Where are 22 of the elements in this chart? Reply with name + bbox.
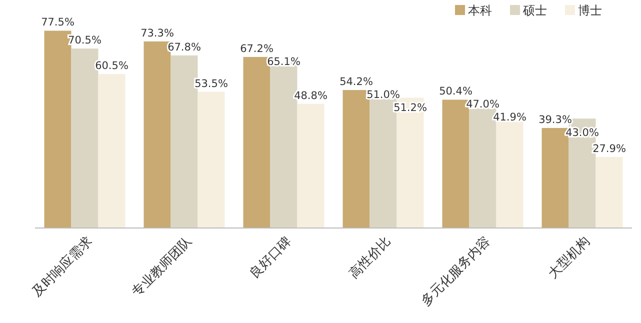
x-tick-label: 高性价比 — [346, 234, 394, 282]
data-label: 50.4% — [439, 86, 472, 98]
data-label: 53.5% — [194, 78, 228, 90]
data-label: 73.3% — [140, 27, 174, 40]
data-label: 43.0% — [566, 126, 599, 139]
legend-label: 博士 — [578, 4, 602, 18]
x-tick-label: 专业教师团队 — [129, 234, 196, 300]
data-label: 67.2% — [240, 42, 274, 55]
x-tick-label: 大型机构 — [546, 234, 594, 282]
x-tick-label: 多元化服务内容 — [418, 234, 494, 310]
legend-label: 硕士 — [522, 4, 547, 18]
data-label: 51.2% — [394, 102, 427, 114]
data-label: 39.3% — [538, 114, 572, 126]
data-label: 60.5% — [95, 60, 128, 72]
data-label: 27.9% — [592, 142, 626, 155]
x-tick-label: 良好口碑 — [247, 234, 295, 282]
data-label: 77.5% — [41, 16, 74, 29]
legend-label: 本科 — [468, 4, 492, 18]
data-label: 41.9% — [493, 112, 526, 124]
x-tick-label: 及时响应需求 — [29, 234, 96, 300]
data-label: 54.2% — [340, 76, 373, 88]
data-label: 48.8% — [294, 90, 328, 102]
